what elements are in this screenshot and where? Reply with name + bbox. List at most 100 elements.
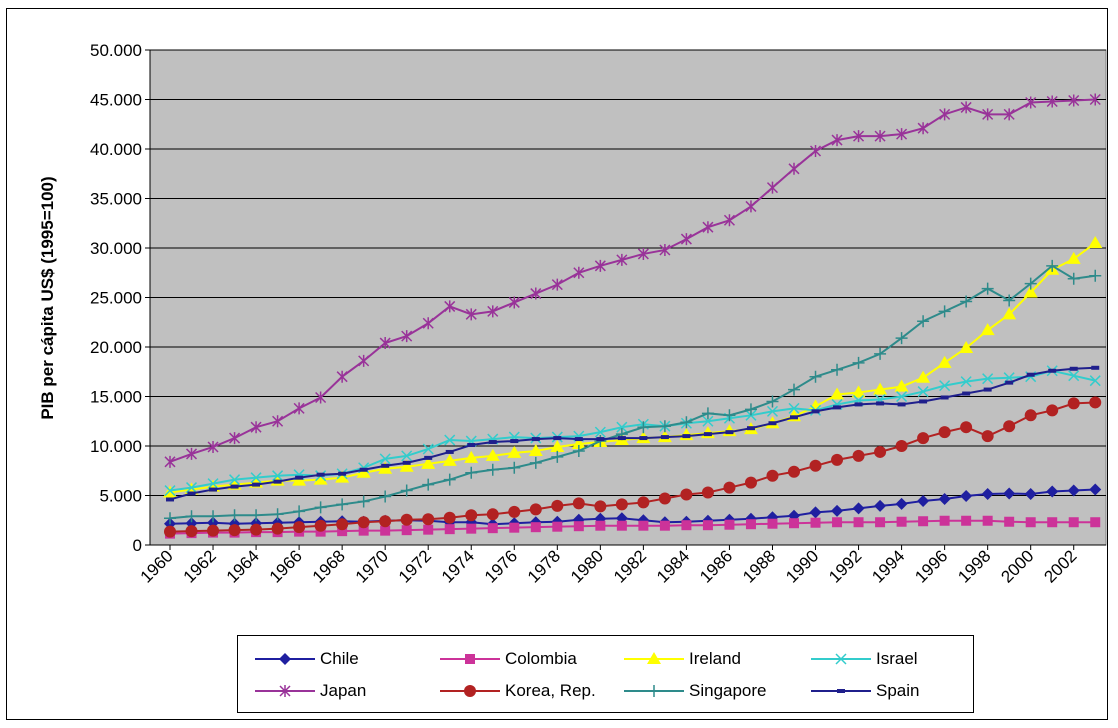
data-point (896, 390, 908, 403)
data-point (809, 506, 822, 519)
data-point (444, 300, 456, 313)
data-point (228, 524, 241, 537)
data-point (637, 496, 650, 509)
data-point (939, 108, 951, 121)
x-tick-label: 1982 (610, 546, 650, 586)
legend-item: Chile (253, 644, 359, 674)
data-point (336, 518, 349, 531)
data-point (917, 315, 930, 328)
data-point (1003, 487, 1016, 500)
data-point (680, 488, 693, 501)
legend-marker (837, 689, 845, 693)
data-point (573, 266, 585, 279)
data-point (464, 450, 479, 463)
data-point (359, 467, 368, 472)
y-tick-label: 45.000 (90, 91, 142, 110)
data-point (551, 278, 563, 291)
data-point (852, 502, 865, 515)
data-point (314, 519, 327, 532)
data-point (811, 409, 820, 414)
data-point (938, 305, 951, 318)
data-point (574, 437, 583, 442)
data-point (981, 430, 994, 443)
x-tick-label: 1972 (395, 546, 435, 586)
data-point (164, 485, 176, 497)
data-point (421, 456, 436, 469)
data-point (917, 122, 929, 135)
data-point (571, 437, 586, 450)
data-point (166, 497, 174, 502)
x-tick-label: 1990 (782, 546, 822, 586)
data-point (336, 370, 348, 383)
data-point (1023, 285, 1038, 298)
data-point (701, 486, 714, 499)
data-point (379, 453, 391, 465)
data-point (185, 510, 198, 523)
data-point (1068, 517, 1079, 528)
y-tick-label: 5.000 (99, 487, 142, 506)
series-korea-rep (164, 396, 1102, 538)
data-point (1048, 368, 1057, 373)
data-point (445, 449, 454, 454)
legend-item: Spain (809, 676, 919, 706)
series-singapore (164, 259, 1102, 525)
data-point (745, 519, 756, 530)
data-point (443, 473, 456, 486)
x-tick-label: 2002 (1040, 546, 1080, 586)
data-point (830, 387, 845, 400)
data-point (616, 421, 628, 433)
data-point (723, 481, 736, 494)
x-tick-label: 2000 (997, 546, 1037, 586)
y-tick-label: 50.000 (90, 41, 142, 60)
data-point (185, 482, 198, 494)
legend-marker (279, 653, 291, 665)
y-tick-label: 30.000 (90, 239, 142, 258)
y-tick-label: 35.000 (90, 190, 142, 209)
legend-swatch (624, 652, 684, 664)
data-point (658, 492, 671, 505)
data-point (508, 296, 520, 309)
data-point (1024, 488, 1037, 501)
data-point (1046, 404, 1059, 417)
data-point (702, 520, 713, 531)
data-point (1089, 396, 1102, 409)
data-point (596, 437, 605, 442)
data-point (874, 347, 887, 360)
legend: Chile Colombia Ireland Israel Japan Korea, Re… (237, 635, 974, 713)
data-point (508, 505, 521, 518)
data-point (467, 443, 476, 448)
data-point (981, 282, 994, 295)
data-point (313, 472, 328, 485)
data-point (1025, 96, 1037, 109)
data-point (939, 515, 950, 526)
data-point (422, 478, 435, 491)
data-point (637, 421, 650, 434)
data-point (509, 522, 520, 533)
data-point (1067, 484, 1080, 497)
legend-marker (465, 654, 475, 664)
data-point (314, 501, 327, 514)
data-point (851, 385, 866, 398)
data-point (766, 395, 779, 408)
data-point (874, 130, 886, 143)
data-point (982, 515, 993, 526)
data-point (1003, 108, 1015, 121)
data-point (552, 521, 563, 532)
x-tick-label: 1996 (911, 546, 951, 586)
data-point (895, 497, 908, 510)
data-point (337, 526, 348, 537)
data-point (551, 450, 564, 463)
data-point (379, 490, 392, 503)
data-point (573, 521, 584, 532)
data-point (400, 484, 413, 497)
data-point (809, 459, 822, 472)
x-tick-label: 1974 (438, 546, 478, 586)
data-point (659, 243, 671, 256)
data-point (897, 402, 906, 407)
data-point (336, 498, 349, 511)
data-point (530, 522, 541, 533)
data-point (896, 128, 908, 141)
data-point (659, 520, 670, 531)
data-point (1089, 375, 1101, 387)
